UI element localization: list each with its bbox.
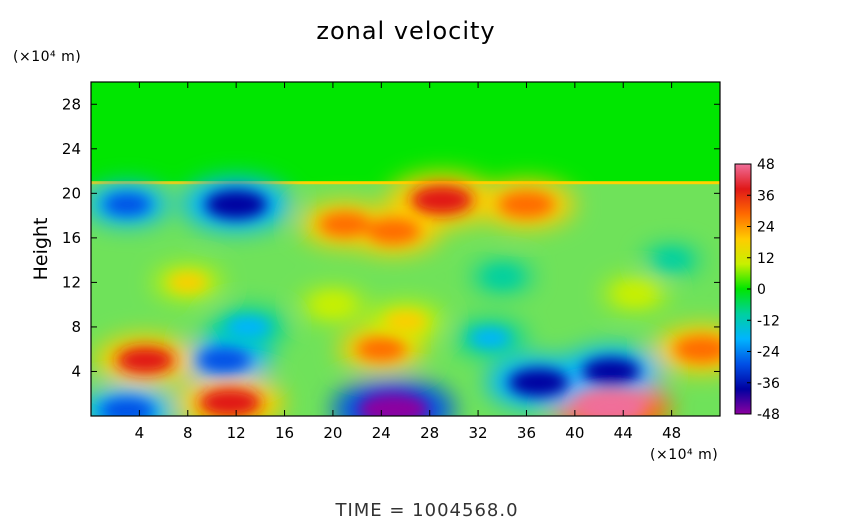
colorbar-tick-label: 0: [757, 282, 766, 298]
field-blob: [199, 388, 261, 416]
colorbar-tick-label: 12: [757, 251, 775, 267]
colorbar-tick-label: -36: [757, 376, 780, 392]
x-tick-label: 12: [227, 424, 246, 442]
field-blob: [674, 336, 720, 363]
field-blob: [617, 285, 654, 303]
y-tick-label: 20: [62, 184, 81, 202]
x-tick-label: 36: [517, 424, 536, 442]
x-tick-label: 32: [469, 424, 488, 442]
field-blob: [656, 252, 688, 268]
field-blob: [576, 391, 646, 416]
y-tick-label: 16: [62, 229, 81, 247]
field-blob: [357, 337, 406, 361]
field-blob: [508, 368, 569, 397]
field-blob: [104, 193, 151, 216]
field-blob: [470, 328, 511, 348]
field-blob: [168, 273, 207, 292]
field-blob: [384, 311, 427, 332]
x-tick-label: 44: [614, 424, 633, 442]
colorbar-tick-label: 24: [757, 220, 775, 236]
field-blob: [226, 316, 271, 338]
field-blob: [116, 346, 175, 374]
y-axis-unit: (×10⁴ m): [13, 49, 81, 65]
field-blob: [366, 218, 420, 244]
field-cores: [100, 185, 720, 416]
colorbar-tick-label: 48: [757, 157, 775, 173]
x-tick-label: 8: [183, 424, 193, 442]
field-blob: [485, 268, 519, 285]
colorbar-tick-label: -48: [757, 407, 780, 423]
y-tick-label: 4: [71, 362, 81, 380]
plot-frame: [90, 81, 721, 417]
y-tick-label: 24: [62, 140, 81, 158]
heatmap-field: [91, 82, 720, 416]
x-tick-label: 16: [275, 424, 294, 442]
field-blob: [358, 392, 429, 416]
x-tick-label: 20: [323, 424, 342, 442]
x-axis: 4 8 12 16 20 24 28 32 36 40 44 48: [135, 82, 681, 442]
x-tick-label: 4: [135, 424, 145, 442]
upper-band: [91, 82, 720, 183]
field-blob: [319, 212, 371, 237]
field-blob: [410, 185, 473, 215]
y-axis: 4 8 12 16 20 24 28: [62, 95, 720, 380]
colorbar-tick-label: -12: [757, 313, 780, 329]
x-tick-label: 24: [372, 424, 391, 442]
x-tick-label: 40: [565, 424, 584, 442]
time-footer: TIME = 1004568.0: [334, 500, 518, 519]
y-tick-label: 12: [62, 273, 81, 291]
field-blob: [205, 189, 268, 219]
y-tick-label: 8: [71, 318, 81, 336]
field-blob: [100, 397, 154, 416]
field-blob: [582, 357, 640, 385]
colorbar-tick-label: -24: [757, 345, 780, 361]
colorbar-ticks: 48 36 24 12 0 -12 -24 -36 -48: [747, 157, 780, 423]
x-tick-label: 28: [420, 424, 439, 442]
x-axis-unit: (×10⁴ m): [650, 447, 718, 463]
y-axis-label: Height: [30, 218, 52, 281]
colorbar-tick-label: 36: [757, 188, 775, 204]
y-tick-label: 28: [62, 95, 81, 113]
field-blob: [315, 296, 351, 314]
chart-title: zonal velocity: [316, 17, 495, 45]
field-blob: [197, 347, 251, 373]
field-blob: [498, 191, 555, 218]
x-tick-label: 48: [662, 424, 681, 442]
